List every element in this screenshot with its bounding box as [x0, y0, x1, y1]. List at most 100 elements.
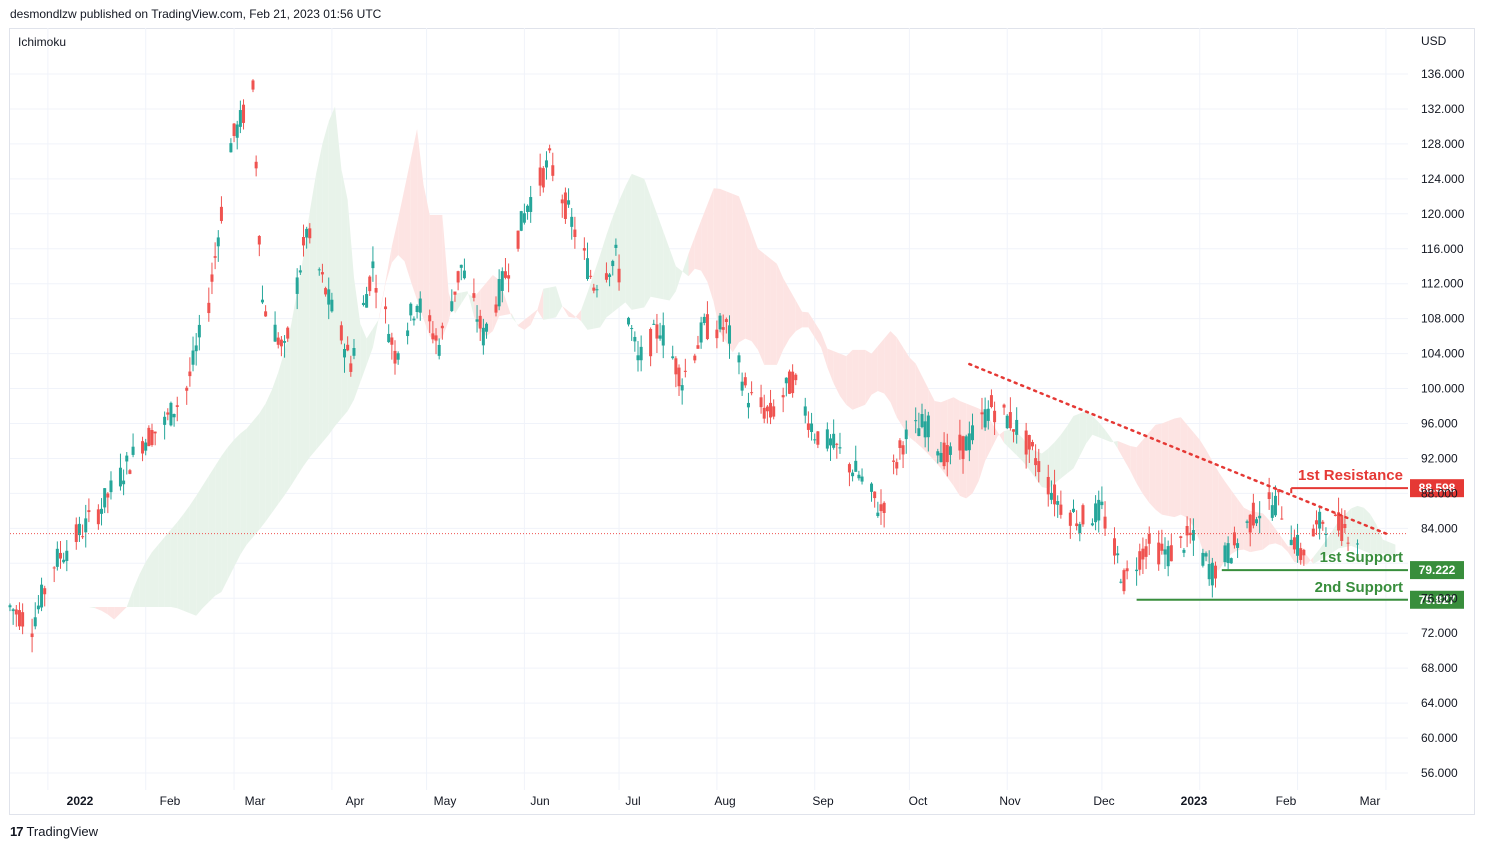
ichimoku-cloud-segment	[619, 186, 626, 308]
candle-body	[87, 510, 91, 513]
ichimoku-cloud-segment	[417, 128, 424, 319]
candle-body	[475, 319, 479, 322]
candle-body	[141, 441, 145, 454]
candle-body	[1292, 537, 1296, 550]
candle-body	[1267, 492, 1271, 499]
ichimoku-cloud-segment	[1193, 432, 1200, 541]
candle-body	[264, 311, 268, 317]
y-tick-label: 84.000	[1421, 521, 1458, 535]
candle-body	[986, 408, 990, 421]
ichimoku-cloud-segment	[139, 562, 146, 607]
candle-body	[308, 228, 312, 239]
ichimoku-cloud-segment	[246, 421, 253, 545]
ichimoku-cloud-segment	[215, 455, 222, 596]
ichimoku-cloud-segment	[1325, 530, 1333, 557]
ichimoku-cloud-segment	[101, 606, 108, 615]
ichimoku-cloud-segment	[1168, 418, 1175, 518]
candle-body	[728, 325, 732, 344]
ichimoku-cloud-segment	[1206, 449, 1213, 566]
candle-body	[683, 370, 687, 372]
candle-body	[437, 344, 441, 356]
candle-body	[1179, 536, 1183, 538]
candle-body	[595, 289, 599, 291]
candle-body	[1236, 543, 1240, 548]
candle-body	[1318, 511, 1322, 529]
candle-body	[207, 302, 211, 314]
candle-body	[14, 609, 18, 615]
candle-body	[276, 337, 280, 345]
ichimoku-cloud-segment	[1111, 438, 1118, 449]
candle-body	[1135, 569, 1139, 572]
candle-body	[967, 433, 971, 451]
candle-body	[327, 289, 331, 305]
ichimoku-cloud-segment	[234, 433, 241, 568]
candle-body	[945, 445, 949, 463]
candle-body	[825, 429, 829, 449]
ichimoku-cloud-segment	[227, 439, 235, 580]
candle-body	[649, 328, 653, 357]
candle-body	[671, 356, 675, 359]
ichimoku-cloud-segment	[669, 248, 676, 301]
candle-body	[81, 536, 85, 538]
candle-body	[857, 474, 861, 479]
y-tick-label: 128.000	[1421, 137, 1465, 151]
candle-body	[1289, 539, 1293, 546]
candle-body	[762, 407, 766, 419]
candle-body	[705, 314, 709, 340]
candle-body	[453, 291, 457, 295]
ichimoku-cloud-segment	[429, 215, 437, 343]
candle-body	[551, 165, 555, 176]
candle-body	[923, 421, 927, 438]
ichimoku-cloud-segment	[808, 312, 815, 338]
ichimoku-cloud-segment	[1136, 439, 1143, 495]
x-tick-label: Sep	[812, 794, 834, 808]
candle-body	[1324, 534, 1328, 536]
candle-body	[538, 167, 542, 186]
ichimoku-cloud-segment	[152, 544, 159, 607]
ichimoku-cloud-segment	[1224, 481, 1232, 561]
level-label: 2nd Support	[1315, 579, 1403, 596]
candle-body	[627, 317, 631, 325]
candle-body	[273, 324, 277, 342]
candle-body	[371, 261, 375, 269]
ichimoku-cloud-segment	[1073, 413, 1080, 469]
candle-body	[481, 327, 485, 346]
candle-body	[1248, 514, 1252, 533]
ichimoku-cloud-segment	[1288, 545, 1295, 563]
candle-body	[1210, 562, 1214, 586]
price-tag	[1410, 479, 1464, 498]
brand-label[interactable]: TradingView	[26, 824, 99, 839]
candle-body	[1223, 545, 1227, 563]
candle-body	[286, 327, 290, 339]
y-tick-label: 136.000	[1421, 67, 1465, 81]
ichimoku-cloud-segment	[297, 256, 304, 476]
y-tick-label: 116.000	[1421, 242, 1464, 256]
candle-body	[718, 315, 722, 330]
ichimoku-cloud-segment	[1275, 528, 1282, 546]
ichimoku-cloud-segment	[442, 215, 449, 338]
candle-body	[870, 483, 874, 492]
resistance-trendline	[968, 362, 1388, 535]
candle-body	[573, 229, 577, 237]
candle-body	[36, 605, 40, 610]
candle-body	[926, 415, 930, 438]
candle-body	[77, 523, 81, 536]
candle-body	[96, 509, 100, 525]
candle-body	[914, 420, 918, 422]
candle-body	[254, 161, 258, 169]
ichimoku-cloud-segment	[581, 292, 588, 330]
candle-body	[832, 433, 836, 448]
ichimoku-cloud-segment	[454, 292, 462, 314]
y-tick-label: 108.000	[1421, 312, 1465, 326]
ichimoku-cloud-segment	[1243, 507, 1251, 553]
x-tick-label: Nov	[999, 794, 1020, 808]
candle-body	[1046, 476, 1050, 495]
candle-body	[791, 371, 795, 394]
ichimoku-cloud-segment	[839, 353, 847, 405]
ichimoku-cloud-segment	[335, 106, 342, 426]
ichimoku-cloud-segment	[745, 213, 752, 342]
ichimoku-cloud-segment	[757, 248, 765, 365]
price-tag	[1410, 561, 1464, 580]
y-tick-label: 96.000	[1421, 417, 1458, 431]
